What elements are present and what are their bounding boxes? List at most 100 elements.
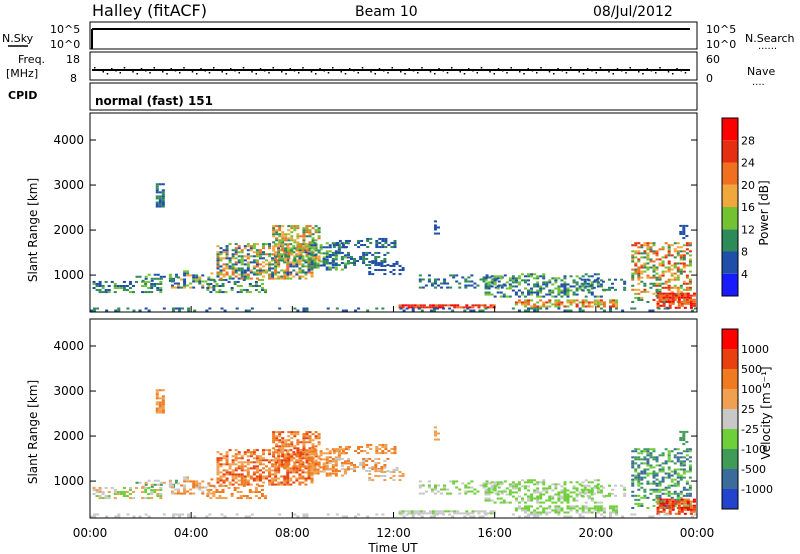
power-cell — [304, 251, 308, 254]
power-cell — [413, 306, 417, 309]
velocity-cell — [453, 510, 457, 513]
power-cell — [477, 304, 481, 307]
power-cell — [310, 252, 314, 255]
velocity-cell — [548, 487, 552, 490]
velocity-cell — [287, 439, 291, 442]
power-cell — [539, 295, 543, 298]
velocity-cell — [341, 515, 345, 518]
velocity-cell — [113, 490, 117, 494]
velocity-cell — [688, 476, 692, 479]
velocity-cell — [470, 486, 474, 489]
power-cell — [260, 287, 264, 290]
velocity-cell — [560, 497, 564, 500]
power-cell — [260, 282, 264, 285]
velocity-cell — [566, 507, 570, 510]
colorbar-swatch — [722, 489, 738, 509]
power-cell — [646, 262, 650, 265]
nave-point — [531, 70, 534, 72]
velocity-cell — [221, 488, 225, 491]
velocity-cell — [441, 512, 445, 515]
power-cell — [246, 269, 250, 272]
nave-label: Nave — [747, 65, 775, 78]
velocity-cell — [274, 459, 278, 462]
power-cell — [490, 279, 494, 282]
power-cell — [584, 295, 588, 298]
power-cell — [341, 244, 345, 247]
velocity-cell — [237, 453, 241, 456]
velocity-cell — [661, 500, 665, 503]
power-cell — [640, 264, 644, 267]
power-cell — [92, 287, 96, 290]
power-cell — [173, 286, 177, 289]
velocity-cell — [295, 467, 299, 470]
velocity-cell — [325, 464, 329, 467]
velocity-cell — [530, 497, 534, 500]
nave-point — [625, 72, 627, 74]
power-cell — [398, 273, 402, 276]
velocity-cell — [284, 445, 288, 448]
velocity-cell — [187, 513, 191, 516]
velocity-cell — [362, 459, 366, 462]
power-cell — [560, 301, 564, 304]
power-cell — [560, 279, 564, 282]
power-cell — [679, 224, 683, 227]
power-cell — [430, 282, 434, 285]
power-cell — [258, 251, 262, 254]
power-cell — [441, 304, 445, 307]
nave-point — [102, 71, 104, 73]
velocity-cell — [158, 409, 162, 412]
power-cell — [420, 309, 424, 312]
nave-point — [536, 72, 538, 74]
power-cell — [155, 183, 159, 186]
power-cell — [682, 266, 686, 269]
power-cell — [243, 275, 247, 278]
velocity-cell — [308, 437, 312, 440]
velocity-cell — [221, 484, 225, 487]
power-cell — [284, 243, 288, 246]
power-cell — [643, 256, 647, 259]
power-cell — [225, 263, 229, 266]
power-cell — [213, 280, 217, 283]
velocity-cell — [548, 499, 552, 502]
velocity-cell — [442, 513, 446, 516]
power-cell — [443, 282, 447, 285]
velocity-cell — [334, 474, 338, 477]
velocity-cell — [252, 473, 256, 476]
velocity-cell — [307, 457, 311, 460]
power-cell — [527, 291, 531, 294]
power-cell — [580, 278, 584, 281]
colorbar-swatch — [722, 349, 738, 369]
power-cell — [668, 304, 672, 307]
power-cell — [668, 296, 672, 299]
power-cell — [467, 280, 471, 283]
velocity-cell — [252, 467, 256, 470]
velocity-cell — [398, 479, 402, 482]
velocity-cell — [255, 461, 259, 464]
velocity-cell — [278, 439, 282, 442]
power-cell — [560, 289, 564, 292]
velocity-cell — [246, 461, 250, 464]
velocity-cell — [219, 465, 223, 468]
power-cell — [299, 235, 303, 238]
power-cell — [652, 242, 656, 245]
velocity-cell — [652, 458, 656, 461]
power-cell — [299, 247, 303, 250]
velocity-cell — [575, 499, 579, 502]
power-cell — [539, 299, 543, 302]
velocity-cell — [545, 511, 549, 514]
velocity-cell — [368, 470, 372, 473]
power-cell — [283, 273, 287, 276]
velocity-cell — [307, 473, 311, 476]
velocity-cell — [421, 484, 425, 487]
velocity-cell — [659, 506, 663, 509]
velocity-cell — [156, 495, 160, 498]
colorbar-tick-label: -1000 — [741, 483, 773, 496]
velocity-cell — [308, 449, 312, 452]
velocity-cell — [298, 457, 302, 460]
power-cell — [679, 250, 683, 253]
velocity-cell — [508, 489, 512, 492]
power-cell — [470, 274, 474, 277]
power-cell — [281, 259, 285, 262]
velocity-cell — [377, 457, 381, 460]
power-cell — [186, 270, 190, 273]
